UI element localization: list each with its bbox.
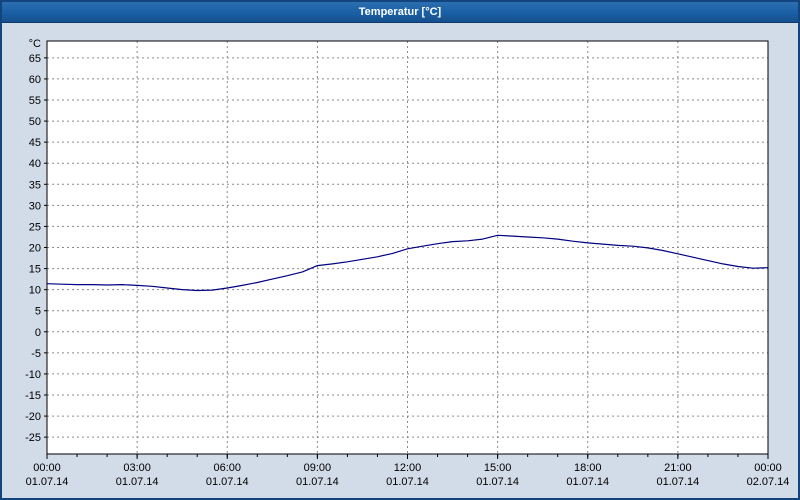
svg-text:09:00: 09:00 <box>304 462 332 474</box>
svg-text:25: 25 <box>29 221 41 233</box>
svg-text:50: 50 <box>29 116 41 128</box>
svg-text:18:00: 18:00 <box>574 462 602 474</box>
svg-text:12:00: 12:00 <box>394 462 422 474</box>
svg-text:00:00: 00:00 <box>33 462 61 474</box>
svg-text:60: 60 <box>29 74 41 86</box>
svg-text:01.07.14: 01.07.14 <box>26 476 69 488</box>
window-title-bar[interactable]: Temperatur [°C] <box>2 2 798 23</box>
svg-text:-20: -20 <box>25 411 41 423</box>
svg-text:°C: °C <box>29 38 41 50</box>
svg-text:-15: -15 <box>25 390 41 402</box>
chart-area: -25 -20 -15 -10 -5 0 5 10 15 20 25 30 35 40 45 50 55 60 65… <box>2 23 798 498</box>
svg-text:01.07.14: 01.07.14 <box>206 476 249 488</box>
svg-text:65: 65 <box>29 53 41 65</box>
svg-text:21:00: 21:00 <box>664 462 692 474</box>
svg-text:-25: -25 <box>25 432 41 444</box>
svg-text:01.07.14: 01.07.14 <box>296 476 339 488</box>
svg-text:45: 45 <box>29 137 41 149</box>
svg-text:02.07.14: 02.07.14 <box>747 476 790 488</box>
svg-text:5: 5 <box>35 306 41 318</box>
svg-text:30: 30 <box>29 200 41 212</box>
svg-text:15: 15 <box>29 264 41 276</box>
svg-text:35: 35 <box>29 179 41 191</box>
svg-text:10: 10 <box>29 285 41 297</box>
svg-text:55: 55 <box>29 95 41 107</box>
svg-text:01.07.14: 01.07.14 <box>656 476 699 488</box>
svg-text:0: 0 <box>35 327 41 339</box>
svg-text:06:00: 06:00 <box>213 462 241 474</box>
svg-text:01.07.14: 01.07.14 <box>116 476 159 488</box>
svg-text:-5: -5 <box>31 348 41 360</box>
window-title: Temperatur [°C] <box>358 6 442 18</box>
svg-text:03:00: 03:00 <box>123 462 151 474</box>
svg-text:-10: -10 <box>25 369 41 381</box>
svg-text:15:00: 15:00 <box>484 462 512 474</box>
svg-text:20: 20 <box>29 243 41 255</box>
svg-text:01.07.14: 01.07.14 <box>566 476 609 488</box>
temperature-line-chart: -25 -20 -15 -10 -5 0 5 10 15 20 25 30 35 40 45 50 55 60 65… <box>25 38 790 488</box>
svg-text:01.07.14: 01.07.14 <box>386 476 429 488</box>
svg-text:01.07.14: 01.07.14 <box>476 476 519 488</box>
svg-text:00:00: 00:00 <box>754 462 782 474</box>
svg-text:40: 40 <box>29 158 41 170</box>
